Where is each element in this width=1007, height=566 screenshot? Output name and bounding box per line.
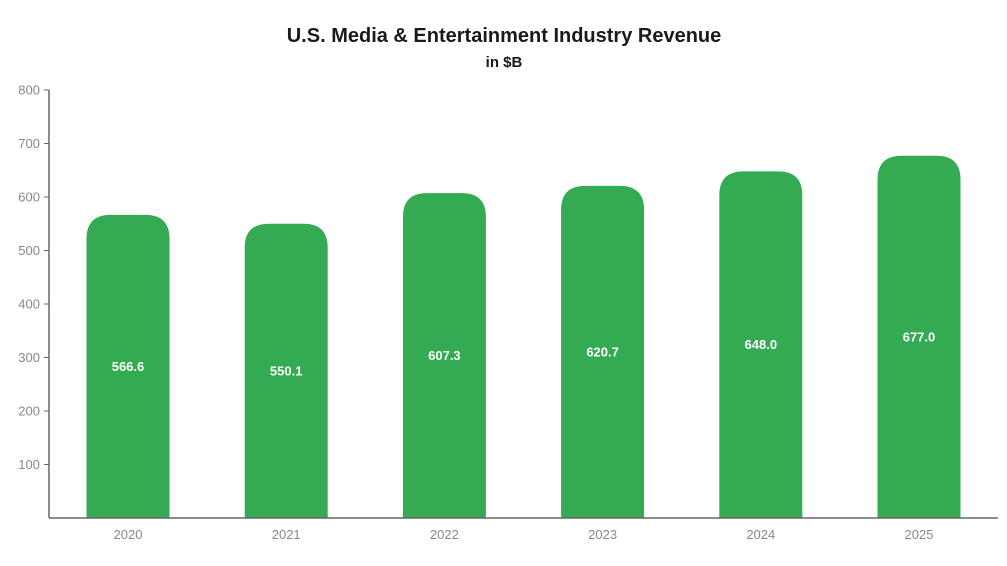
x-tick-label: 2021 (272, 527, 301, 542)
bar-2025[interactable] (877, 155, 961, 518)
data-label-2025: 677.0 (903, 329, 936, 344)
chart-title: U.S. Media & Entertainment Industry Reve… (287, 25, 722, 47)
y-axis: 100 200 300 400 500 600 700 800 (18, 83, 50, 518)
data-label-2024: 648.0 (745, 337, 778, 352)
data-label-2021: 550.1 (270, 363, 303, 378)
bar-2020[interactable] (86, 214, 170, 518)
x-axis: 2020 2021 2022 2023 2024 2025 (49, 517, 998, 542)
y-tick-label: 600 (18, 190, 40, 205)
data-label-2022: 607.3 (428, 348, 461, 363)
y-tick-label: 100 (18, 457, 40, 472)
bar-2023[interactable] (561, 185, 645, 518)
y-tick-label: 200 (18, 404, 40, 419)
y-tick-label: 400 (18, 297, 40, 312)
y-tick-label: 300 (18, 350, 40, 365)
bar-2021[interactable] (244, 223, 328, 518)
y-tick-label: 800 (18, 83, 40, 98)
x-tick-label: 2024 (746, 527, 775, 542)
bar-2022[interactable] (402, 193, 486, 519)
y-tick-label: 500 (18, 243, 40, 258)
x-tick-label: 2022 (430, 527, 459, 542)
y-tick-label: 700 (18, 136, 40, 151)
chart-subtitle: in $B (486, 54, 523, 71)
x-tick-label: 2020 (114, 527, 143, 542)
bar-2024[interactable] (719, 171, 803, 518)
x-tick-label: 2025 (905, 527, 934, 542)
x-tick-label: 2023 (588, 527, 617, 542)
data-labels: 566.6 550.1 607.3 620.7 648.0 677.0 (112, 329, 936, 378)
bars (86, 155, 961, 519)
data-label-2023: 620.7 (586, 344, 619, 359)
data-label-2020: 566.6 (112, 359, 145, 374)
